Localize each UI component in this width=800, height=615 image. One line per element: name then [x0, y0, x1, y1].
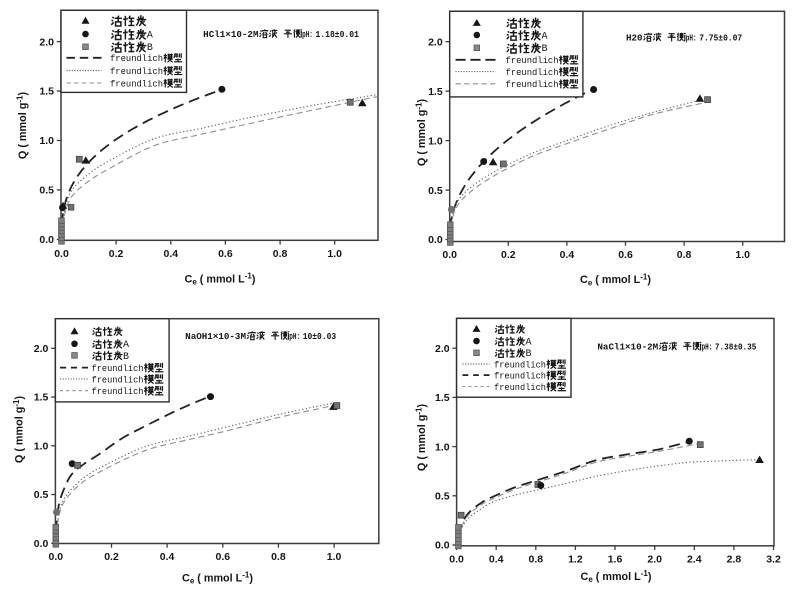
svg-text:Ce ( mmol L-1): Ce ( mmol L-1) [185, 272, 256, 287]
svg-text:2.0: 2.0 [34, 343, 49, 355]
svg-text:freundlich: freundlich [494, 359, 546, 370]
svg-text:0.6: 0.6 [218, 248, 233, 260]
svg-text:0.5: 0.5 [39, 185, 54, 197]
svg-text:7.75±0.07: 7.75±0.07 [699, 32, 742, 43]
svg-text:freundlich: freundlich [494, 371, 546, 382]
svg-text:1.5: 1.5 [428, 86, 443, 98]
svg-text:0.0: 0.0 [449, 553, 464, 565]
svg-text:0.5: 0.5 [428, 185, 443, 197]
svg-text:0.4: 0.4 [560, 249, 575, 261]
svg-text:freundlich: freundlich [110, 53, 163, 64]
svg-text:0.0: 0.0 [442, 249, 457, 261]
svg-text:pH:: pH: [686, 32, 697, 43]
svg-text:A: A [542, 31, 548, 42]
svg-text:0.5: 0.5 [34, 489, 49, 501]
svg-text:1.5: 1.5 [435, 392, 450, 404]
svg-text:0.0: 0.0 [34, 538, 49, 550]
svg-text:1.0: 1.0 [327, 551, 342, 563]
svg-text:1.0: 1.0 [39, 135, 54, 147]
svg-text:0.8: 0.8 [273, 248, 288, 260]
svg-text:0.8: 0.8 [528, 553, 543, 565]
svg-text:freundlich: freundlich [506, 55, 559, 66]
svg-text:0.0: 0.0 [435, 540, 450, 552]
svg-text:1.5: 1.5 [39, 86, 54, 98]
svg-text:0.5: 0.5 [435, 491, 450, 503]
svg-text:B: B [526, 349, 532, 360]
svg-text:0.4: 0.4 [160, 551, 175, 563]
svg-text:NaCl1×10-2M: NaCl1×10-2M [597, 341, 658, 352]
svg-text:0.6: 0.6 [618, 249, 633, 261]
svg-text:2.0: 2.0 [428, 36, 443, 48]
svg-text:pH:: pH: [302, 29, 313, 40]
svg-text:A: A [123, 340, 129, 351]
svg-text:0.2: 0.2 [501, 249, 516, 261]
svg-text:10±0.03: 10±0.03 [303, 331, 337, 342]
svg-text:B: B [147, 43, 153, 54]
svg-text:1.5: 1.5 [34, 392, 49, 404]
svg-text:0.0: 0.0 [48, 551, 63, 563]
svg-text:freundlich: freundlich [92, 363, 144, 374]
svg-text:freundlich: freundlich [110, 66, 163, 77]
svg-text:freundlich: freundlich [494, 382, 546, 393]
svg-text:B: B [542, 44, 548, 55]
svg-text:1.0: 1.0 [428, 135, 443, 147]
svg-text:1.0: 1.0 [34, 441, 49, 453]
svg-text:Q ( mmol g-1): Q ( mmol g-1) [12, 396, 26, 464]
svg-text:2.8: 2.8 [727, 553, 742, 565]
svg-text:1.2: 1.2 [568, 553, 583, 565]
svg-text:Q ( mmol g-1): Q ( mmol g-1) [414, 404, 428, 472]
svg-text:freundlich: freundlich [506, 67, 559, 78]
svg-text:B: B [123, 352, 129, 363]
svg-text:1.0: 1.0 [735, 249, 750, 261]
svg-text:3.2: 3.2 [766, 553, 781, 565]
svg-text:0.0: 0.0 [39, 234, 54, 246]
svg-text:Ce ( mmol L-1): Ce ( mmol L-1) [581, 569, 652, 584]
svg-text:freundlich: freundlich [506, 79, 559, 90]
svg-text:0.8: 0.8 [677, 249, 692, 261]
svg-text:NaOH1×10-3M: NaOH1×10-3M [185, 331, 246, 342]
svg-text:freundlich: freundlich [92, 374, 144, 385]
svg-text:Ce ( mmol L-1): Ce ( mmol L-1) [580, 272, 651, 287]
svg-text:H20: H20 [626, 32, 643, 43]
svg-text:pH:: pH: [289, 331, 300, 342]
svg-text:0.2: 0.2 [104, 551, 119, 563]
svg-text:2.0: 2.0 [39, 36, 54, 48]
svg-text:HCl1×10-2M: HCl1×10-2M [203, 29, 259, 40]
svg-text:2.0: 2.0 [647, 553, 662, 565]
svg-text:0.4: 0.4 [163, 248, 178, 260]
svg-text:2.0: 2.0 [435, 343, 450, 355]
svg-text:1.0: 1.0 [435, 441, 450, 453]
svg-text:0.0: 0.0 [428, 234, 443, 246]
svg-text:pH:: pH: [702, 341, 713, 352]
svg-text:0.8: 0.8 [271, 551, 286, 563]
svg-text:1.0: 1.0 [327, 248, 342, 260]
svg-text:0.2: 0.2 [109, 248, 124, 260]
svg-text:Ce ( mmol L-1): Ce ( mmol L-1) [182, 571, 253, 586]
svg-text:1.6: 1.6 [608, 553, 623, 565]
svg-text:A: A [526, 337, 532, 348]
svg-text:0.0: 0.0 [54, 248, 69, 260]
svg-text:1.18±0.01: 1.18±0.01 [316, 29, 360, 40]
svg-text:A: A [147, 31, 153, 42]
svg-text:7.38±0.35: 7.38±0.35 [715, 341, 757, 352]
svg-text:0.6: 0.6 [215, 551, 230, 563]
svg-text:freundlich: freundlich [110, 78, 163, 89]
svg-text:2.4: 2.4 [687, 553, 702, 565]
svg-text:Q ( mmol g-1): Q ( mmol g-1) [15, 92, 29, 160]
svg-text:freundlich: freundlich [92, 386, 144, 397]
svg-text:Q ( mmol g-1): Q ( mmol g-1) [414, 99, 428, 167]
svg-text:0.4: 0.4 [489, 553, 504, 565]
